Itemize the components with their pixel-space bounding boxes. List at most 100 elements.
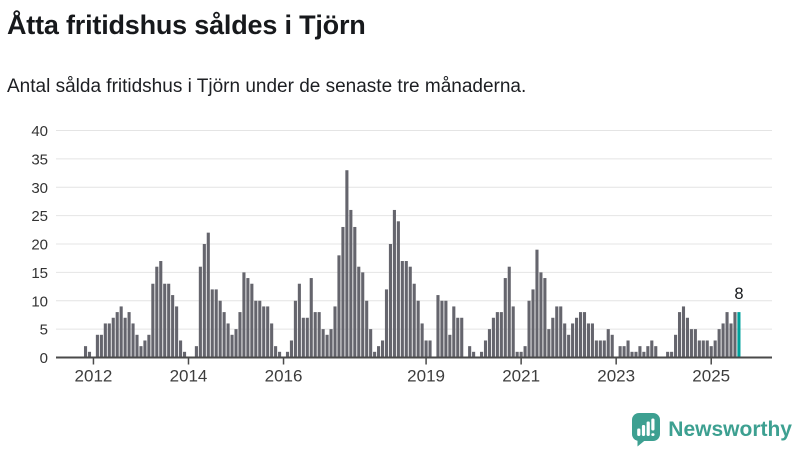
bar bbox=[674, 334, 678, 358]
bar bbox=[408, 266, 412, 358]
page-title: Åtta fritidshus såldes i Tjörn bbox=[7, 10, 366, 40]
bar bbox=[171, 295, 175, 358]
bar bbox=[515, 351, 519, 358]
bar bbox=[701, 340, 705, 358]
bar bbox=[95, 334, 99, 358]
bar bbox=[361, 272, 365, 358]
bar bbox=[444, 300, 448, 358]
bar bbox=[337, 255, 341, 358]
bar bbox=[456, 317, 460, 358]
bar bbox=[630, 351, 634, 358]
bar bbox=[586, 323, 590, 358]
bar bbox=[309, 278, 313, 358]
bar bbox=[396, 221, 400, 358]
bar bbox=[151, 283, 155, 358]
bar bbox=[293, 300, 297, 358]
x-axis-tick-label: 2023 bbox=[597, 367, 635, 386]
bar bbox=[226, 323, 230, 358]
bar bbox=[539, 272, 543, 358]
bar bbox=[654, 346, 658, 358]
bar bbox=[555, 306, 559, 358]
bar bbox=[139, 346, 143, 358]
bar bbox=[440, 300, 444, 358]
newsworthy-chart-bubble-icon bbox=[632, 413, 661, 447]
bar bbox=[305, 317, 309, 358]
bar bbox=[131, 323, 135, 358]
bar bbox=[563, 323, 567, 358]
bar bbox=[115, 312, 119, 358]
y-axis-tick-label: 10 bbox=[31, 293, 48, 310]
y-axis-tick-label: 40 bbox=[31, 123, 48, 140]
bar bbox=[266, 306, 270, 358]
bar bbox=[147, 334, 151, 358]
bar bbox=[670, 351, 674, 358]
bar bbox=[404, 261, 408, 358]
x-axis-tick-label: 2019 bbox=[407, 367, 445, 386]
bar bbox=[693, 329, 697, 358]
bar bbox=[179, 340, 183, 358]
bar bbox=[392, 209, 396, 358]
bar bbox=[325, 334, 329, 358]
bar bbox=[412, 283, 416, 358]
brand-name: Newsworthy bbox=[668, 418, 792, 441]
bar bbox=[329, 329, 333, 358]
bar bbox=[107, 323, 111, 358]
bar bbox=[270, 323, 274, 358]
bar bbox=[503, 278, 507, 358]
bar bbox=[642, 351, 646, 358]
x-axis-tick-label: 2021 bbox=[502, 367, 540, 386]
bar bbox=[238, 312, 242, 358]
y-axis-tick-label: 0 bbox=[40, 350, 48, 367]
bar bbox=[262, 306, 266, 358]
bar bbox=[590, 323, 594, 358]
bar bbox=[705, 340, 709, 358]
bar bbox=[531, 289, 535, 358]
bar bbox=[317, 312, 321, 358]
bar bbox=[507, 266, 511, 358]
bar bbox=[495, 312, 499, 358]
bar bbox=[167, 283, 171, 358]
bar bbox=[83, 346, 88, 358]
bar bbox=[258, 300, 262, 358]
bar bbox=[717, 329, 721, 358]
bar bbox=[222, 312, 226, 358]
bar bbox=[460, 317, 464, 358]
bar bbox=[99, 334, 103, 358]
bar bbox=[103, 323, 107, 358]
bar bbox=[733, 312, 737, 358]
y-axis-tick-label: 5 bbox=[40, 322, 48, 339]
bar bbox=[479, 351, 484, 358]
bar bbox=[618, 346, 622, 358]
x-axis-tick-label: 2014 bbox=[170, 367, 208, 386]
bar bbox=[567, 334, 571, 358]
bar bbox=[666, 351, 670, 358]
bar bbox=[218, 300, 222, 358]
bar bbox=[143, 340, 147, 358]
bar bbox=[250, 283, 254, 358]
bar bbox=[721, 323, 725, 358]
bar bbox=[416, 300, 420, 358]
bar bbox=[297, 283, 301, 358]
bar bbox=[428, 340, 432, 358]
bar bbox=[198, 266, 202, 358]
bar bbox=[345, 170, 349, 358]
bar bbox=[384, 289, 389, 358]
bar bbox=[357, 266, 361, 358]
bar bbox=[87, 351, 92, 358]
bar bbox=[650, 340, 654, 358]
bar bbox=[483, 340, 488, 358]
bar bbox=[598, 340, 602, 358]
bar bbox=[713, 340, 717, 358]
bar bbox=[349, 209, 353, 358]
bar bbox=[369, 329, 373, 358]
bar bbox=[491, 317, 495, 358]
bar bbox=[523, 346, 527, 358]
bar bbox=[472, 351, 476, 358]
bar bbox=[606, 329, 610, 358]
bar bbox=[182, 351, 187, 358]
y-axis-tick-label: 20 bbox=[31, 237, 48, 254]
bar bbox=[242, 272, 246, 358]
bar bbox=[622, 346, 626, 358]
bar bbox=[373, 351, 377, 358]
chart-subtitle: Antal sålda fritidshus i Tjörn under de … bbox=[7, 76, 527, 97]
